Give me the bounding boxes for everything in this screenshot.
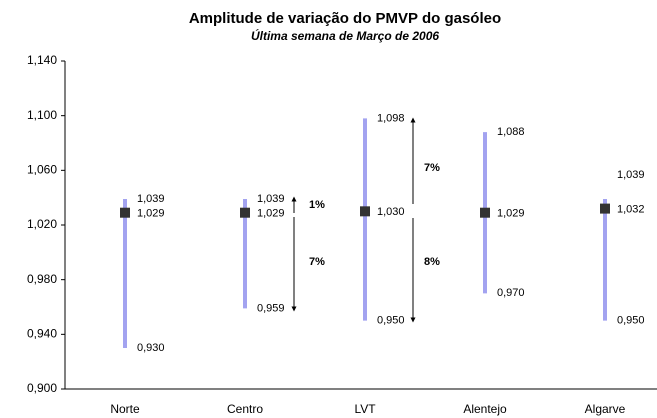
annotation: 7% (309, 256, 325, 268)
mean-marker (600, 203, 610, 214)
y-tick-label: 0,900 (27, 381, 57, 395)
value-label: 1,030 (377, 206, 405, 218)
value-label: 0,970 (497, 287, 525, 299)
value-label: 1,029 (257, 208, 285, 220)
value-label: 1,032 (617, 204, 645, 216)
mean-marker (120, 207, 130, 218)
y-tick-label: 1,020 (27, 217, 57, 231)
x-tick-label: Centro (227, 402, 263, 416)
value-label: 1,039 (257, 193, 285, 205)
value-label: 1,029 (137, 208, 165, 220)
y-tick-label: 1,100 (27, 108, 57, 122)
chart-title: Amplitude de variação do PMVP do gasóleo (189, 10, 501, 27)
value-label: 0,950 (377, 315, 405, 327)
chart-subtitle: Última semana de Março de 2006 (251, 28, 439, 43)
value-label: 1,039 (137, 193, 165, 205)
mean-marker (360, 206, 370, 217)
value-label: 1,098 (377, 112, 405, 124)
y-tick-label: 0,940 (27, 327, 57, 341)
y-tick-label: 0,980 (27, 272, 57, 286)
annotation: 8% (424, 256, 440, 268)
value-label: 1,088 (497, 126, 525, 138)
annotation: 7% (424, 162, 440, 174)
value-label: 0,950 (617, 315, 645, 327)
value-label: 1,029 (497, 208, 525, 220)
x-tick-label: Alentejo (463, 402, 507, 416)
value-label: 0,930 (137, 342, 165, 354)
value-label: 0,959 (257, 302, 285, 314)
value-label: 1,039 (617, 169, 645, 181)
mean-marker (240, 207, 250, 218)
x-tick-label: Algarve (585, 402, 626, 416)
y-tick-label: 1,140 (27, 53, 57, 67)
mean-marker (480, 207, 490, 218)
y-tick-label: 1,060 (27, 163, 57, 177)
x-tick-label: LVT (354, 402, 376, 416)
annotation: 1% (309, 199, 325, 211)
x-tick-label: Norte (110, 402, 140, 416)
